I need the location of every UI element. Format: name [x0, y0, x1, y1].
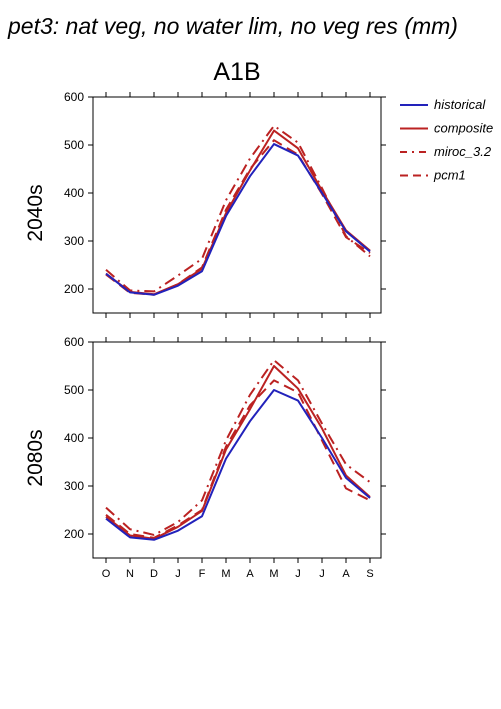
- series-line-pcm1: [105, 139, 371, 296]
- y-tick-label: 500: [64, 138, 84, 152]
- y-tick-label: 400: [64, 186, 84, 200]
- x-tick-label: F: [199, 568, 206, 580]
- y-tick-label: 200: [64, 282, 84, 296]
- y-tick-label: 500: [64, 383, 84, 397]
- panel-2040s: 200 300 400 500 600 2040s: [24, 90, 386, 318]
- y-tick-label: 300: [64, 234, 84, 248]
- x-tick-label: D: [150, 568, 158, 580]
- x-tick-label: N: [126, 568, 134, 580]
- x-tick-label: A: [246, 568, 254, 580]
- y-tick-label: 600: [64, 335, 84, 349]
- y-tick-label: 200: [64, 527, 84, 541]
- y-tick-label: 300: [64, 479, 84, 493]
- panel-label: 2040s: [24, 184, 47, 241]
- series-line-composite: [105, 129, 371, 296]
- x-tick-label: A: [342, 568, 350, 580]
- legend-label: historical: [434, 97, 486, 112]
- plot-frame: [92, 96, 382, 314]
- x-tick-label: O: [102, 568, 111, 580]
- legend-label: composite: [434, 121, 493, 136]
- page-title: pet3: nat veg, no water lim, no veg res …: [7, 13, 458, 39]
- plot-frame: [92, 341, 382, 559]
- x-tick-label: J: [295, 568, 301, 580]
- series-line-historical: [105, 389, 371, 541]
- series-line-historical: [105, 143, 371, 296]
- y-tick-label: 600: [64, 90, 84, 104]
- x-tick-label: J: [175, 568, 181, 580]
- series-line-miroc-3-2: [105, 359, 371, 536]
- scenario-title: A1B: [213, 58, 260, 86]
- x-tick-label: M: [269, 568, 278, 580]
- panel-label: 2080s: [24, 429, 47, 486]
- panel-2080s: 200 300 400 500 600 O N D J F M A M J J A S 2080s: [24, 335, 386, 580]
- x-tick-label: M: [221, 568, 230, 580]
- y-tick-label: 400: [64, 431, 84, 445]
- legend-label: pcm1: [433, 168, 466, 183]
- series-line-pcm1: [105, 379, 371, 539]
- series-line-composite: [105, 365, 371, 540]
- x-tick-label: S: [366, 568, 373, 580]
- legend-label: miroc_3.2: [434, 144, 492, 159]
- x-tick-label: J: [319, 568, 325, 580]
- legend: historical composite miroc_3.2 pcm1: [400, 97, 493, 183]
